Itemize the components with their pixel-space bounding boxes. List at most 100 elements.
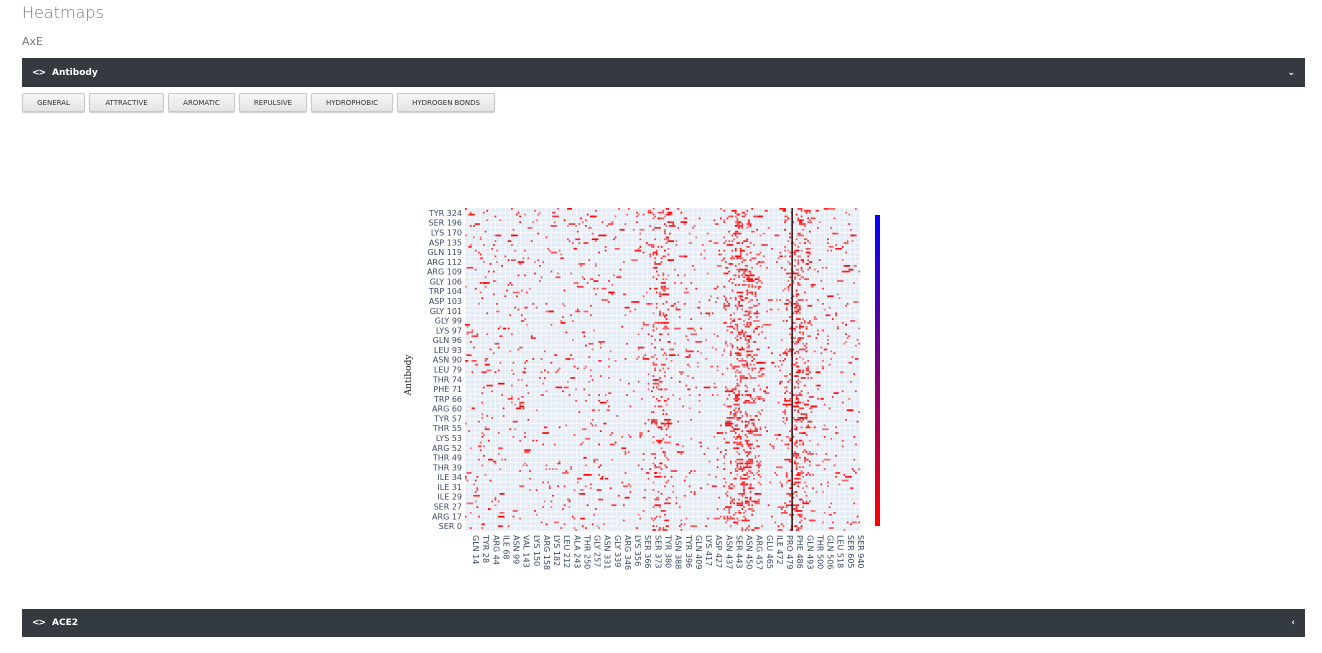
heatmap-cell: [848, 398, 851, 400]
heatmap-cell: [804, 242, 806, 244]
general-button[interactable]: GENERAL: [22, 93, 85, 112]
heatmap-cell: [517, 211, 520, 214]
heatmap-cell: [665, 236, 670, 239]
hydrogen-bonds-button[interactable]: HYDROGEN BONDS: [397, 93, 495, 112]
heatmap-cell: [738, 384, 740, 387]
heatmap-cell: [542, 443, 544, 446]
heatmap-cell: [734, 211, 737, 214]
heatmap-cell: [799, 331, 801, 334]
heatmap-cell: [581, 221, 584, 224]
heatmap-cell: [667, 221, 675, 224]
ace2-panel-header[interactable]: <> ACE2 ‹: [22, 609, 1305, 637]
heatmap-cell: [504, 458, 507, 461]
x-tick-label: GLN 506: [826, 535, 835, 569]
heatmap-cell: [664, 464, 666, 467]
heatmap-cell: [830, 249, 833, 252]
heatmap-cell: [650, 422, 653, 425]
heatmap-cell: [553, 443, 556, 446]
hydrophobic-button[interactable]: HYDROPHOBIC: [311, 93, 393, 112]
heatmap-cell: [711, 394, 714, 396]
heatmap-cell: [733, 232, 737, 235]
heatmap-cell: [799, 432, 805, 434]
heatmap-cell: [744, 331, 747, 334]
heatmap-cell: [785, 472, 788, 474]
antibody-panel-header[interactable]: <> Antibody ⌄: [22, 58, 1305, 87]
heatmap-cell: [757, 411, 760, 414]
x-tick-label: ARG 44: [491, 535, 500, 565]
heatmap-cell: [660, 246, 663, 248]
aromatic-button[interactable]: AROMATIC: [168, 93, 235, 112]
heatmap-cell: [588, 394, 591, 396]
heatmap-cell: [781, 363, 783, 366]
heatmap-cell: [659, 333, 661, 336]
heatmap-cell: [845, 418, 847, 421]
chevron-down-icon[interactable]: ⌄: [1287, 67, 1295, 78]
heatmap-cell: [614, 215, 617, 218]
heatmap-cell: [693, 493, 696, 495]
heatmap-cell: [753, 304, 758, 307]
heatmap-cell: [800, 377, 806, 379]
heatmap-cell: [805, 327, 808, 330]
heatmap-cell: [748, 341, 750, 343]
heatmap-cell: [749, 485, 752, 488]
attractive-button[interactable]: ATTRACTIVE: [89, 93, 164, 112]
heatmap-cell: [749, 291, 752, 294]
heatmap-cell: [808, 396, 814, 398]
heatmap-cell: [789, 398, 791, 400]
heatmap-cell: [841, 270, 849, 273]
heatmap-cell: [799, 304, 801, 307]
heatmap-cell: [795, 304, 798, 307]
heatmap-cell: [678, 316, 681, 319]
heatmap-cell: [757, 462, 760, 465]
heatmap-cell: [731, 367, 734, 370]
heatmap-cell: [667, 308, 670, 311]
heatmap-cell: [797, 263, 800, 265]
heatmap-cell: [757, 333, 760, 336]
repulsive-button[interactable]: REPULSIVE: [239, 93, 307, 112]
heatmap-cell: [753, 390, 755, 393]
heatmap-cell: [688, 232, 691, 235]
heatmap-cell: [741, 500, 744, 503]
heatmap-cell: [739, 371, 742, 374]
heatmap-cell: [520, 396, 525, 398]
heatmap-cell: [851, 240, 854, 243]
heatmap-cell: [734, 284, 737, 286]
heatmap-cell: [647, 430, 650, 433]
heatmap-cell: [797, 513, 801, 516]
heatmap-cell: [757, 215, 763, 218]
heatmap-cell: [850, 234, 857, 237]
heatmap-cell: [785, 320, 788, 322]
heatmap-cell: [474, 500, 477, 503]
chevron-left-icon[interactable]: ‹: [1291, 618, 1295, 628]
heatmap-cell: [748, 432, 754, 434]
colorbar: [875, 215, 880, 526]
heatmap-cell: [662, 437, 665, 440]
heatmap-cell: [631, 301, 633, 303]
heatmap-cell: [748, 284, 750, 286]
heatmap-cell: [833, 232, 836, 235]
heatmap-cell: [744, 502, 747, 505]
heatmap-cell: [713, 242, 719, 244]
heatmap-cell: [797, 261, 800, 263]
heatmap-cell: [473, 360, 477, 362]
heatmap-cell: [623, 293, 627, 296]
heatmap-cell: [512, 373, 515, 376]
heatmap-cell: [703, 257, 706, 260]
heatmap-cell: [511, 384, 513, 387]
heatmap-cell: [716, 369, 719, 372]
heatmap-cell: [642, 356, 645, 358]
heatmap-cell: [650, 390, 653, 393]
y-tick-label: ARG 60: [432, 405, 462, 414]
heatmap-cell: [540, 394, 544, 396]
heatmap-cell: [570, 377, 576, 379]
heatmap-cell: [529, 470, 531, 472]
heatmap-cell: [800, 470, 803, 472]
heatmap-cell: [851, 521, 857, 524]
heatmap-cell: [578, 493, 581, 495]
heatmap-cell: [481, 432, 484, 434]
heatmap-cell: [465, 360, 469, 362]
heatmap-cell: [606, 409, 609, 412]
heatmap-cell: [465, 515, 467, 518]
heatmap-cell: [725, 261, 727, 263]
